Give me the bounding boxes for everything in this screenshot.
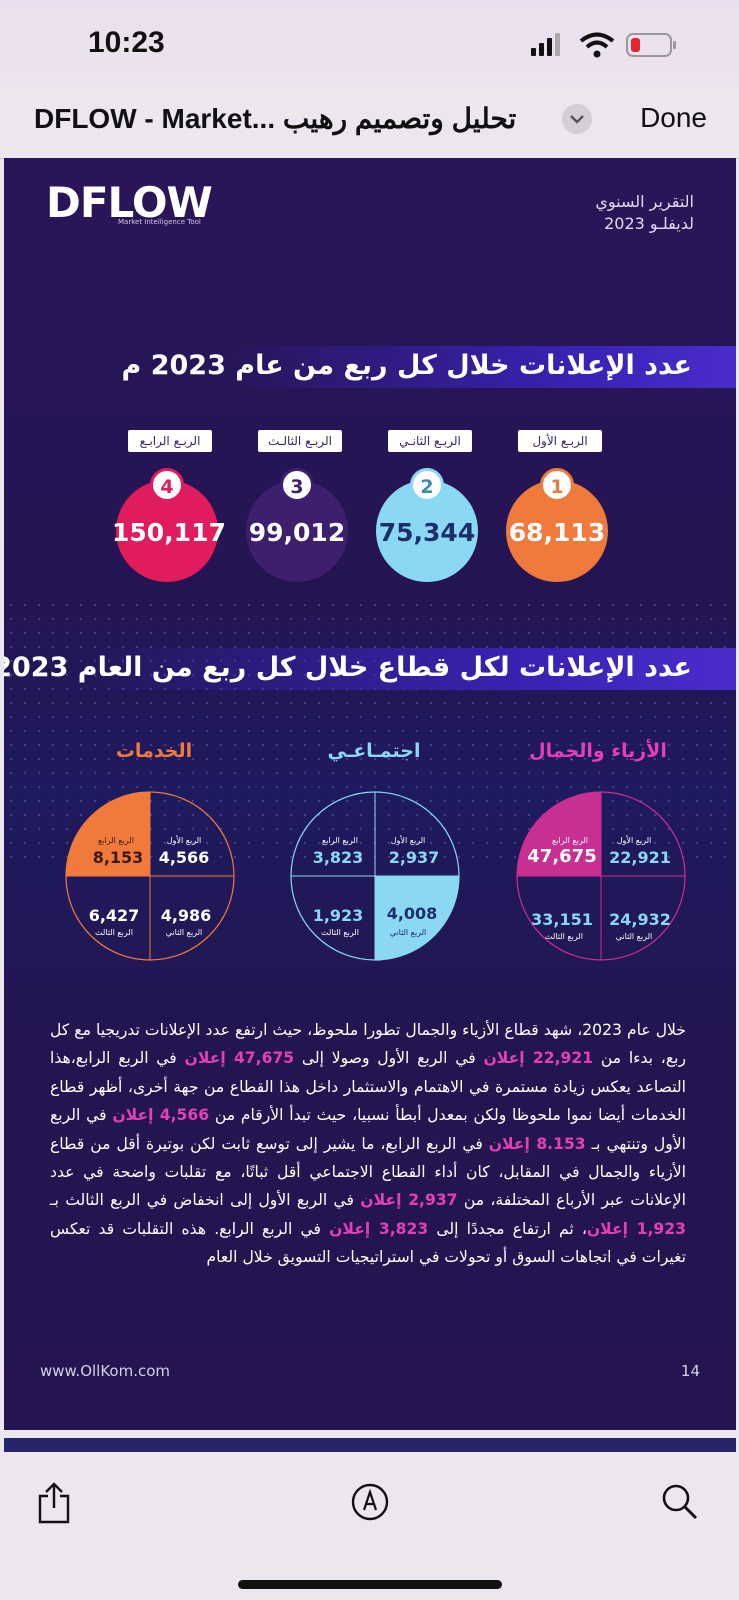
fashion-q1-value: 22,921 <box>609 848 671 867</box>
sector-charts <box>65 791 686 961</box>
social-q3-value: 1,923 <box>312 906 364 925</box>
services-q3-value: 6,427 <box>88 906 140 925</box>
fashion-q3-value: 33,151 <box>531 910 593 929</box>
sector-title-fashion: الأزياء والجمال <box>529 740 667 762</box>
fashion-q4-label: الربع الرابع <box>552 836 588 845</box>
sector-title-social: اجتمـاعـي <box>327 740 421 762</box>
chevron-down-icon[interactable] <box>562 104 592 134</box>
share-icon[interactable] <box>36 1482 72 1530</box>
q3-label: الربـع الثالـث <box>258 430 342 452</box>
status-time: 10:23 <box>88 26 165 59</box>
report-title-line2: لديفلـو 2023 <box>604 214 694 233</box>
logo-subtitle: Market Intelligence Tool <box>118 218 201 226</box>
q4-label: الربـع الرابـع <box>128 430 212 452</box>
social-q1-value: 2,937 <box>388 848 440 867</box>
fashion-q3-label: الربع الثالث <box>545 932 583 941</box>
heading-band <box>216 346 736 388</box>
home-indicator <box>238 1580 502 1589</box>
q4-value: 150,117 <box>112 518 226 547</box>
q2-label: الربـع الثانـي <box>388 430 472 452</box>
q2-value: 75,344 <box>378 518 476 547</box>
nav-bar: DFLOW - Market... تحليل وتصميم رهيب Done <box>0 88 739 159</box>
fashion-q4-value: 47,675 <box>527 846 597 867</box>
status-icons <box>531 30 681 64</box>
social-q4-label: الربع الرابع <box>322 836 358 845</box>
social-q2-label: الربع الثاني <box>389 928 427 937</box>
done-button[interactable]: Done <box>640 102 707 133</box>
services-q1-value: 4,566 <box>158 848 210 867</box>
analysis-paragraph: خلال عام 2023، شهد قطاع الأزياء والجمال … <box>50 1021 687 1267</box>
q1-value: 68,113 <box>508 518 606 547</box>
search-icon[interactable] <box>660 1482 700 1526</box>
services-q4-label: الربع الرابع <box>98 836 134 845</box>
services-chart <box>65 791 235 961</box>
fashion-q2-value: 24,932 <box>609 910 671 929</box>
wifi-icon <box>579 32 615 58</box>
document-page: DFLOW Market Intelligence Tool التقرير ا… <box>4 158 736 1430</box>
q1-number-badge: 1 <box>540 468 574 502</box>
next-page-edge <box>4 1438 736 1456</box>
social-q4-value: 3,823 <box>312 848 364 867</box>
report-title-line1: التقرير السنوي <box>595 192 694 211</box>
social-q2-value: 4,008 <box>386 904 438 923</box>
section1-heading: عدد الإعلانات خلال كل ربع من عام 2023 م <box>121 350 692 381</box>
document-title[interactable]: DFLOW - Market... تحليل وتصميم رهيب <box>34 103 517 134</box>
q1-label: الربـع الأول <box>518 430 602 452</box>
social-q3-label: الربع الثالث <box>321 928 359 937</box>
page-number: 14 <box>680 1362 700 1380</box>
q3-value: 99,012 <box>248 518 346 547</box>
battery-icon <box>626 33 676 57</box>
section2-heading: عدد الإعلانات لكل قطاع خلال كل ربع من ال… <box>4 652 692 683</box>
markup-icon[interactable] <box>350 1482 390 1526</box>
fashion-chart <box>516 791 686 961</box>
sector-title-services: الخدمات <box>115 740 193 762</box>
bottom-toolbar <box>0 1452 739 1600</box>
services-q3-label: الربع الثالث <box>95 928 133 937</box>
fashion-q2-label: الربع الثاني <box>615 932 653 941</box>
status-bar: 10:23 <box>0 0 739 88</box>
footer-url[interactable]: www.OllKom.com <box>40 1362 171 1380</box>
services-q2-value: 4,986 <box>160 906 212 925</box>
social-q1-label: الربع الأول <box>390 836 426 845</box>
q4-number-badge: 4 <box>150 468 184 502</box>
services-q1-label: الربع الأول <box>166 836 202 845</box>
social-chart <box>290 791 460 961</box>
services-q4-value: 8,153 <box>92 848 144 867</box>
logo: DFLOW <box>46 178 213 227</box>
q3-number-badge: 3 <box>280 468 314 502</box>
services-q2-label: الربع الثاني <box>165 928 203 937</box>
q2-number-badge: 2 <box>410 468 444 502</box>
heading-band-2 <box>76 648 736 690</box>
signal-icon <box>531 33 560 56</box>
fashion-q1-label: الربع الأول <box>616 836 652 845</box>
